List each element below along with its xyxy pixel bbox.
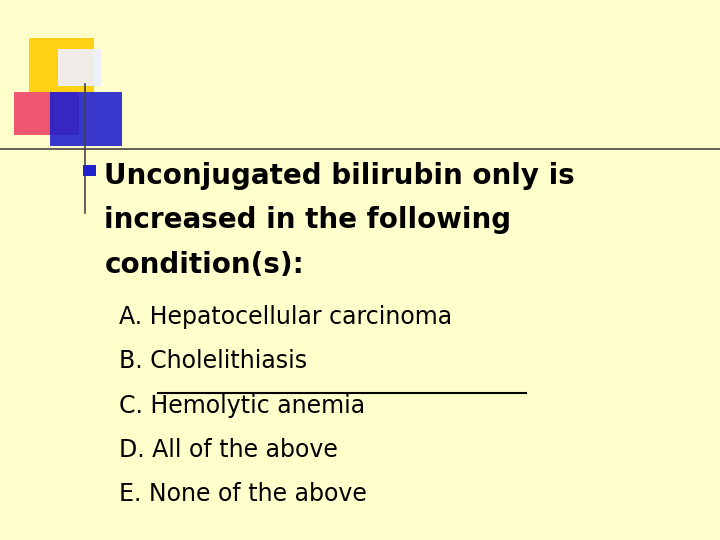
Text: B. Cholelithiasis: B. Cholelithiasis — [119, 349, 307, 373]
Text: increased in the following: increased in the following — [104, 206, 511, 234]
Text: E. None of the above: E. None of the above — [119, 482, 366, 506]
Text: condition(s):: condition(s): — [104, 251, 304, 279]
FancyBboxPatch shape — [83, 165, 96, 176]
FancyBboxPatch shape — [29, 38, 94, 92]
FancyBboxPatch shape — [50, 92, 122, 146]
Text: D. All of the above: D. All of the above — [119, 438, 338, 462]
Text: Unconjugated bilirubin only is: Unconjugated bilirubin only is — [104, 162, 575, 190]
FancyBboxPatch shape — [14, 92, 79, 135]
Text: A. Hepatocellular carcinoma: A. Hepatocellular carcinoma — [119, 305, 452, 329]
Text: C. Hemolytic anemia: C. Hemolytic anemia — [119, 394, 365, 417]
FancyBboxPatch shape — [58, 49, 101, 86]
